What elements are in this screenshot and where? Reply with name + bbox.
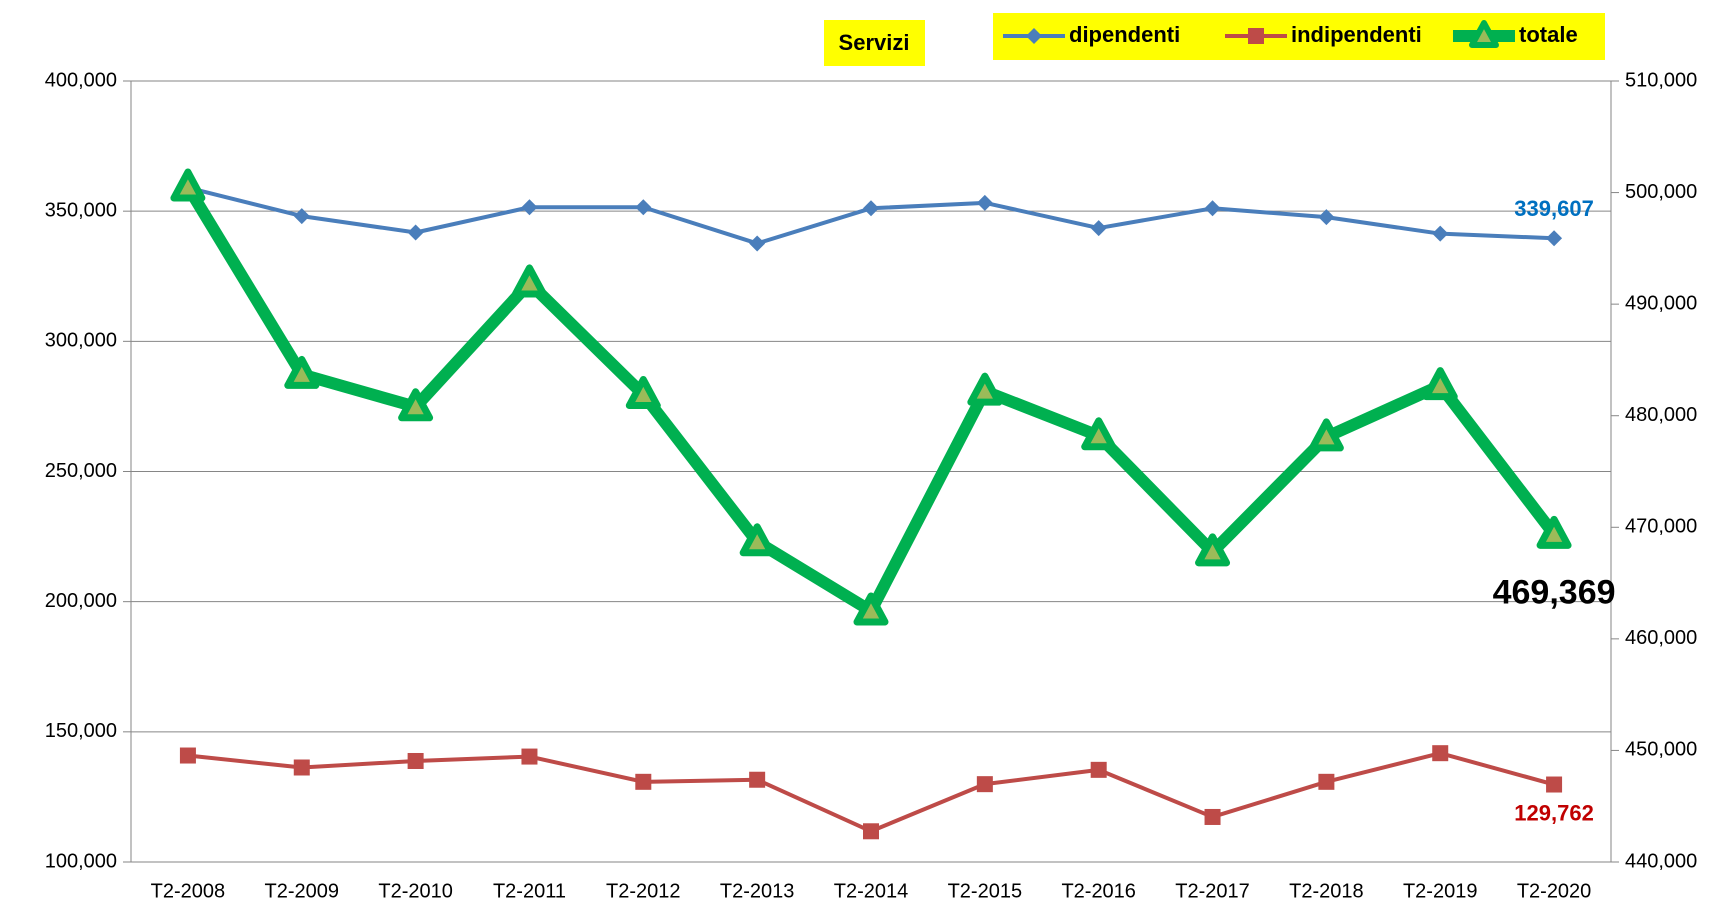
point — [749, 771, 766, 788]
point — [1308, 418, 1344, 452]
point — [179, 747, 196, 764]
x-tick-label: T2-2009 — [265, 880, 340, 902]
data-label: 339,607 — [1514, 196, 1594, 221]
y2-tick-label: 480,000 — [1625, 404, 1697, 426]
x-tick-label: T2-2018 — [1289, 880, 1364, 902]
y-tick-label: 400,000 — [45, 69, 117, 91]
point — [170, 168, 206, 202]
point — [1546, 776, 1563, 793]
point — [521, 748, 538, 765]
x-tick-label: T2-2015 — [948, 880, 1023, 902]
y-tick-label: 250,000 — [45, 460, 117, 482]
point — [749, 235, 766, 252]
point — [1432, 225, 1449, 242]
point — [1318, 209, 1335, 226]
legend-marker — [1469, 20, 1499, 48]
legend-label: indipendenti — [1291, 22, 1422, 47]
x-tick-label: T2-2020 — [1517, 880, 1592, 902]
point — [398, 388, 434, 422]
legend-marker — [1248, 28, 1264, 44]
x-tick-label: T2-2013 — [720, 880, 795, 902]
point — [625, 376, 661, 410]
point — [521, 199, 538, 216]
data-label: 129,762 — [1514, 800, 1594, 825]
point — [976, 194, 993, 211]
y-tick-label: 200,000 — [45, 590, 117, 612]
point — [293, 759, 310, 776]
legend-marker — [1026, 28, 1042, 44]
point — [1090, 761, 1107, 778]
y2-tick-label: 510,000 — [1625, 69, 1697, 91]
data-label: 469,369 — [1493, 573, 1616, 611]
point — [1422, 367, 1458, 401]
point — [1318, 773, 1335, 790]
y-tick-label: 100,000 — [45, 850, 117, 872]
point — [1546, 230, 1563, 247]
legend-label: totale — [1519, 22, 1578, 47]
point — [1195, 533, 1231, 567]
y2-tick-label: 490,000 — [1625, 292, 1697, 314]
legend-label: dipendenti — [1069, 22, 1180, 47]
point — [284, 355, 320, 389]
y-tick-label: 350,000 — [45, 199, 117, 221]
x-tick-label: T2-2011 — [493, 880, 566, 902]
point — [739, 523, 775, 557]
point — [1536, 515, 1572, 549]
x-tick-label: T2-2010 — [378, 880, 453, 902]
y2-tick-label: 450,000 — [1625, 739, 1697, 761]
point — [511, 264, 547, 298]
point — [1081, 417, 1117, 451]
title-box — [824, 20, 925, 66]
series-line — [187, 751, 1555, 834]
x-tick-label: T2-2017 — [1175, 880, 1250, 902]
point — [635, 773, 652, 790]
point — [863, 823, 879, 840]
point — [293, 208, 310, 225]
point — [407, 752, 424, 769]
point — [1090, 220, 1107, 237]
x-tick-label: T2-2012 — [606, 880, 681, 902]
y2-tick-label: 460,000 — [1625, 627, 1697, 649]
y2-tick-label: 440,000 — [1625, 850, 1697, 872]
y-tick-label: 150,000 — [45, 720, 117, 742]
x-tick-label: T2-2019 — [1403, 880, 1478, 902]
point — [863, 200, 879, 217]
x-tick-label: T2-2008 — [151, 880, 226, 902]
point — [635, 199, 652, 216]
point — [1204, 808, 1221, 825]
x-tick-label: T2-2014 — [834, 880, 909, 902]
point — [853, 592, 889, 626]
chart-title: Servizi — [839, 30, 910, 55]
y2-tick-label: 500,000 — [1625, 181, 1697, 203]
series-line — [182, 183, 1559, 617]
point — [976, 776, 993, 793]
y-tick-label: 300,000 — [45, 330, 117, 352]
point — [1432, 745, 1449, 762]
point — [967, 372, 1003, 406]
point — [407, 224, 424, 241]
y2-tick-label: 470,000 — [1625, 516, 1697, 538]
x-tick-label: T2-2016 — [1061, 880, 1136, 902]
point — [1204, 200, 1221, 217]
